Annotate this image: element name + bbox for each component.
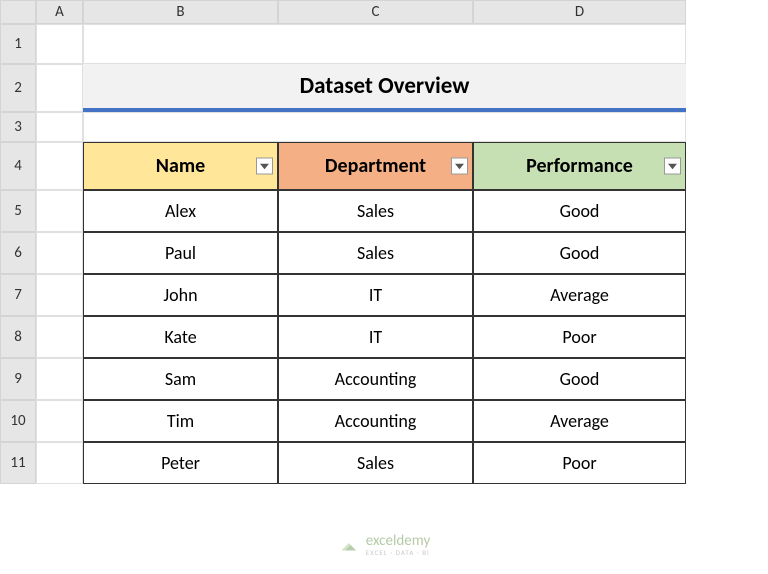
- spreadsheet-grid: A B C D 1 2 Dataset Overview 3 4 Name De…: [0, 0, 768, 484]
- header-name-label: Name: [156, 154, 205, 178]
- header-name[interactable]: Name: [83, 142, 278, 190]
- cell-dept-6[interactable]: Sales: [278, 442, 473, 484]
- cell-name-2[interactable]: John: [83, 274, 278, 316]
- data-table: Name Department Performance Alex Sales G…: [83, 142, 686, 484]
- filter-button-name[interactable]: [256, 158, 273, 175]
- header-dept-label: Department: [325, 154, 426, 178]
- cell-a9[interactable]: [36, 358, 83, 400]
- cell-perf-6[interactable]: Poor: [473, 442, 686, 484]
- header-department[interactable]: Department: [278, 142, 473, 190]
- cell-perf-5[interactable]: Average: [473, 400, 686, 442]
- cell-a7[interactable]: [36, 274, 83, 316]
- watermark: exceldemy EXCEL · DATA · BI: [338, 534, 430, 556]
- row-header-4[interactable]: 4: [0, 142, 36, 190]
- row-header-9[interactable]: 9: [0, 358, 36, 400]
- cell-a6[interactable]: [36, 232, 83, 274]
- cell-name-0[interactable]: Alex: [83, 190, 278, 232]
- cell-b1-d1[interactable]: [83, 24, 686, 64]
- cell-dept-4[interactable]: Accounting: [278, 358, 473, 400]
- cell-name-4[interactable]: Sam: [83, 358, 278, 400]
- col-header-d[interactable]: D: [473, 0, 686, 24]
- cell-a4[interactable]: [36, 142, 83, 190]
- cell-dept-0[interactable]: Sales: [278, 190, 473, 232]
- cell-perf-4[interactable]: Good: [473, 358, 686, 400]
- col-header-c[interactable]: C: [278, 0, 473, 24]
- cell-dept-3[interactable]: IT: [278, 316, 473, 358]
- watermark-main: exceldemy: [366, 534, 430, 549]
- watermark-sub: EXCEL · DATA · BI: [366, 549, 430, 556]
- cell-a1[interactable]: [36, 24, 83, 64]
- header-perf-label: Performance: [526, 154, 633, 178]
- cell-a10[interactable]: [36, 400, 83, 442]
- row-header-11[interactable]: 11: [0, 442, 36, 484]
- cell-perf-1[interactable]: Good: [473, 232, 686, 274]
- cell-a11[interactable]: [36, 442, 83, 484]
- row-header-2[interactable]: 2: [0, 64, 36, 112]
- chevron-down-icon: [668, 163, 677, 169]
- cell-dept-1[interactable]: Sales: [278, 232, 473, 274]
- cell-dept-2[interactable]: IT: [278, 274, 473, 316]
- filter-button-dept[interactable]: [451, 158, 468, 175]
- cell-name-5[interactable]: Tim: [83, 400, 278, 442]
- cell-name-3[interactable]: Kate: [83, 316, 278, 358]
- cell-b3-d3[interactable]: [83, 112, 686, 142]
- col-header-b[interactable]: B: [83, 0, 278, 24]
- title-banner[interactable]: Dataset Overview: [83, 64, 686, 112]
- row-header-7[interactable]: 7: [0, 274, 36, 316]
- cell-perf-2[interactable]: Average: [473, 274, 686, 316]
- header-performance[interactable]: Performance: [473, 142, 686, 190]
- row-header-8[interactable]: 8: [0, 316, 36, 358]
- cell-a8[interactable]: [36, 316, 83, 358]
- row-header-6[interactable]: 6: [0, 232, 36, 274]
- row-header-1[interactable]: 1: [0, 24, 36, 64]
- cell-perf-3[interactable]: Poor: [473, 316, 686, 358]
- select-all-corner[interactable]: [0, 0, 36, 24]
- cell-dept-5[interactable]: Accounting: [278, 400, 473, 442]
- cell-a2[interactable]: [36, 64, 83, 112]
- cell-perf-0[interactable]: Good: [473, 190, 686, 232]
- row-header-5[interactable]: 5: [0, 190, 36, 232]
- col-header-a[interactable]: A: [36, 0, 83, 24]
- watermark-text: exceldemy EXCEL · DATA · BI: [366, 534, 430, 556]
- cell-name-6[interactable]: Peter: [83, 442, 278, 484]
- cell-a3[interactable]: [36, 112, 83, 142]
- row-header-10[interactable]: 10: [0, 400, 36, 442]
- row-header-3[interactable]: 3: [0, 112, 36, 142]
- chevron-down-icon: [260, 163, 269, 169]
- logo-icon: [338, 534, 360, 556]
- cell-a5[interactable]: [36, 190, 83, 232]
- chevron-down-icon: [455, 163, 464, 169]
- filter-button-perf[interactable]: [664, 158, 681, 175]
- title-text: Dataset Overview: [300, 72, 470, 100]
- cell-name-1[interactable]: Paul: [83, 232, 278, 274]
